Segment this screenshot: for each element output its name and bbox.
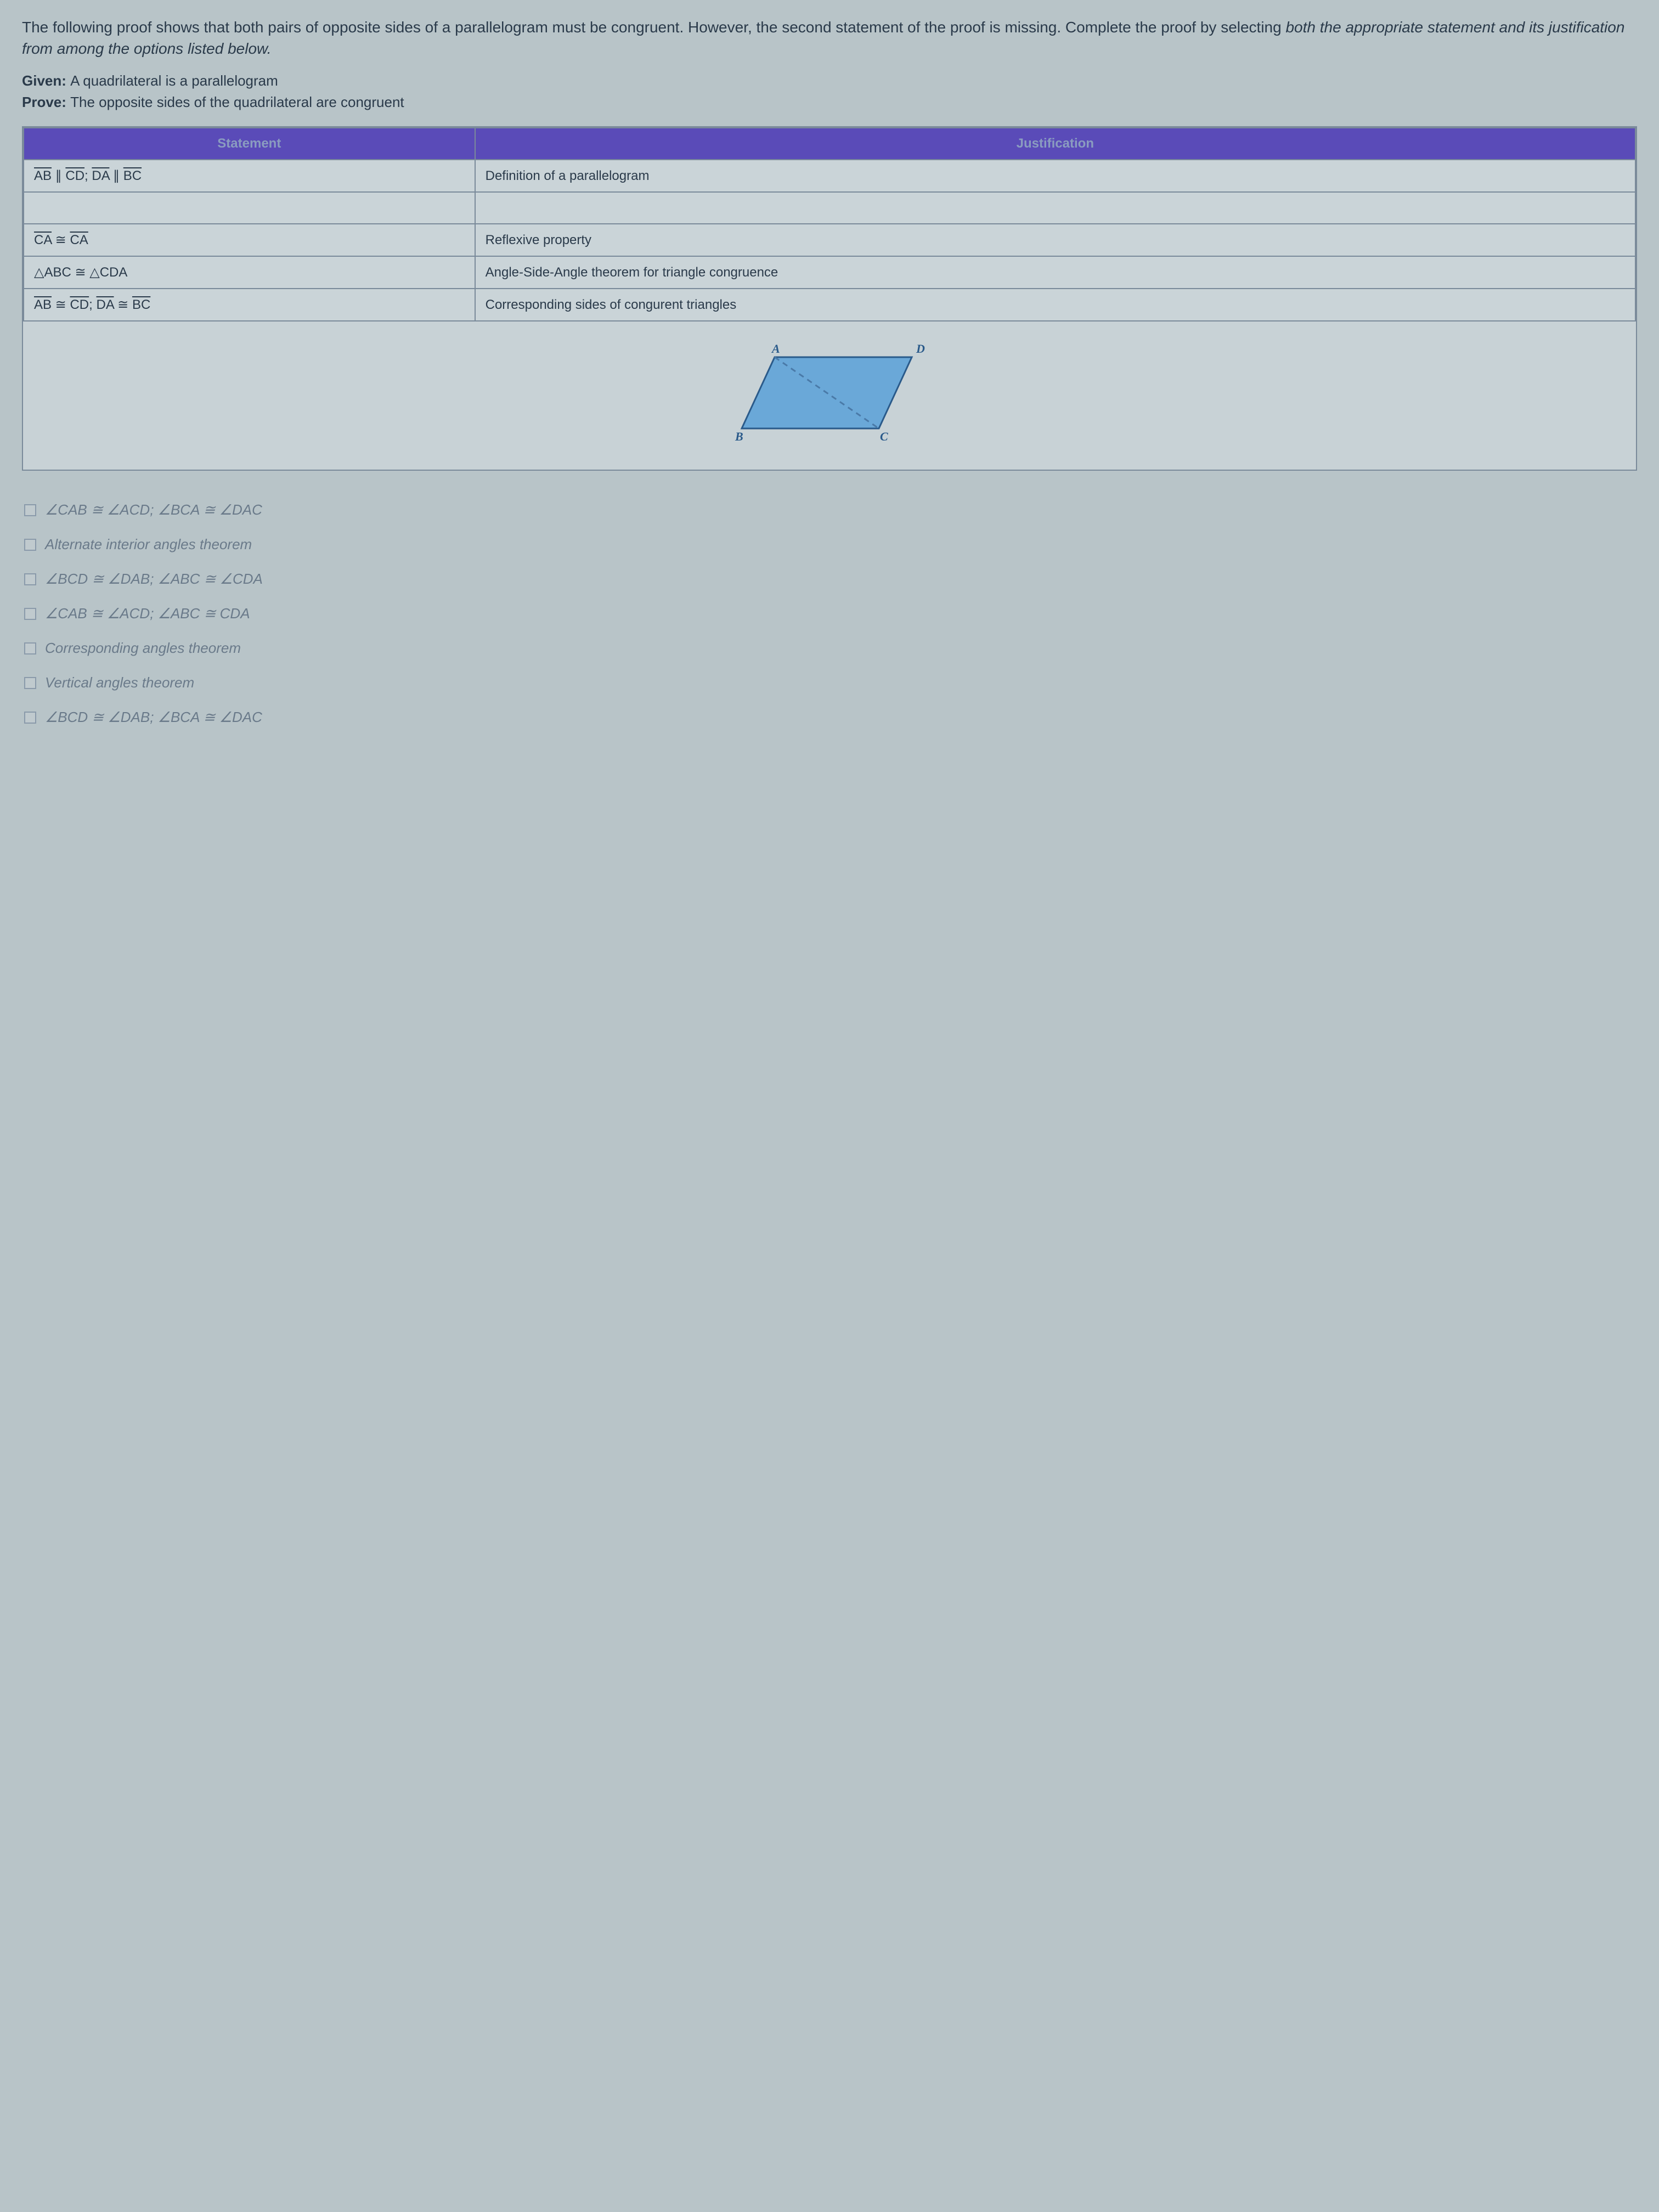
option-row[interactable]: Alternate interior angles theorem (22, 527, 1637, 562)
col-justification: Justification (475, 128, 1635, 160)
checkbox-icon[interactable] (24, 573, 36, 585)
proof-table: Statement Justification AB ∥ CD; DA ∥ BC… (23, 127, 1636, 321)
table-row (24, 192, 1635, 224)
intro-text: The following proof shows that both pair… (22, 16, 1637, 59)
table-row: △ABC ≅ △CDAAngle-Side-Angle theorem for … (24, 256, 1635, 289)
justification-cell: Corresponding sides of congurent triangl… (475, 289, 1635, 321)
option-row[interactable]: Vertical angles theorem (22, 665, 1637, 700)
justification-cell: Reflexive property (475, 224, 1635, 256)
option-label: ∠CAB ≅ ∠ACD; ∠ABC ≅ CDA (45, 605, 250, 622)
svg-text:C: C (880, 430, 888, 443)
statement-cell: △ABC ≅ △CDA (24, 256, 475, 289)
svg-text:B: B (735, 430, 743, 443)
parallelogram-diagram: A D B C (709, 338, 950, 453)
checkbox-icon[interactable] (24, 608, 36, 620)
option-label: ∠BCD ≅ ∠DAB; ∠ABC ≅ ∠CDA (45, 571, 263, 588)
checkbox-icon[interactable] (24, 642, 36, 654)
option-row[interactable]: Corresponding angles theorem (22, 631, 1637, 665)
option-label: ∠BCD ≅ ∠DAB; ∠BCA ≅ ∠DAC (45, 709, 262, 726)
proof-container: Statement Justification AB ∥ CD; DA ∥ BC… (22, 126, 1637, 471)
table-row: AB ≅ CD; DA ≅ BCCorresponding sides of c… (24, 289, 1635, 321)
answer-options: ∠CAB ≅ ∠ACD; ∠BCA ≅ ∠DAC Alternate interi… (22, 493, 1637, 735)
statement-cell: CA ≅ CA (24, 224, 475, 256)
col-statement: Statement (24, 128, 475, 160)
statement-cell: AB ∥ CD; DA ∥ BC (24, 160, 475, 192)
table-row: AB ∥ CD; DA ∥ BCDefinition of a parallel… (24, 160, 1635, 192)
option-label: Corresponding angles theorem (45, 640, 241, 657)
svg-text:D: D (916, 342, 925, 356)
checkbox-icon[interactable] (24, 504, 36, 516)
checkbox-icon[interactable] (24, 539, 36, 551)
option-label: Alternate interior angles theorem (45, 536, 252, 553)
option-row[interactable]: ∠CAB ≅ ∠ACD; ∠BCA ≅ ∠DAC (22, 493, 1637, 527)
statement-cell: AB ≅ CD; DA ≅ BC (24, 289, 475, 321)
checkbox-icon[interactable] (24, 712, 36, 724)
diagram-wrap: A D B C (23, 321, 1636, 459)
option-label: ∠CAB ≅ ∠ACD; ∠BCA ≅ ∠DAC (45, 501, 262, 518)
given-prove-block: Given: A quadrilateral is a parallelogra… (22, 70, 1637, 113)
option-row[interactable]: ∠BCD ≅ ∠DAB; ∠BCA ≅ ∠DAC (22, 700, 1637, 735)
table-row: CA ≅ CAReflexive property (24, 224, 1635, 256)
justification-cell: Angle-Side-Angle theorem for triangle co… (475, 256, 1635, 289)
justification-cell (475, 192, 1635, 224)
option-label: Vertical angles theorem (45, 674, 194, 691)
svg-text:A: A (771, 342, 780, 356)
justification-cell: Definition of a parallelogram (475, 160, 1635, 192)
option-row[interactable]: ∠CAB ≅ ∠ACD; ∠ABC ≅ CDA (22, 596, 1637, 631)
option-row[interactable]: ∠BCD ≅ ∠DAB; ∠ABC ≅ ∠CDA (22, 562, 1637, 596)
checkbox-icon[interactable] (24, 677, 36, 689)
statement-cell (24, 192, 475, 224)
